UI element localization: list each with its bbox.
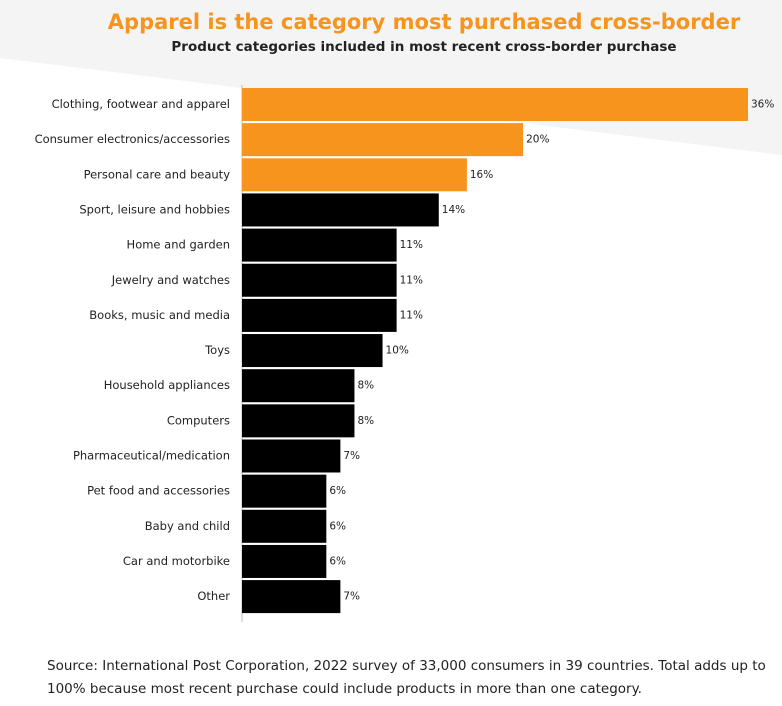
category-label: Other <box>197 589 230 603</box>
value-label: 6% <box>329 520 346 532</box>
bar <box>242 404 355 438</box>
chart-subtitle: Product categories included in most rece… <box>171 39 676 55</box>
value-label: 11% <box>400 309 423 321</box>
value-label: 11% <box>400 274 423 286</box>
category-label: Clothing, footwear and apparel <box>52 97 230 111</box>
bar <box>242 509 327 543</box>
value-label: 7% <box>343 450 360 462</box>
bar <box>242 228 397 262</box>
value-label: 20% <box>526 134 549 146</box>
bar <box>242 334 383 368</box>
bar <box>242 369 355 403</box>
source-note: Source: International Post Corporation, … <box>47 658 766 697</box>
category-label: Baby and child <box>145 519 230 533</box>
category-label: Pharmaceutical/medication <box>73 449 230 463</box>
category-label: Personal care and beauty <box>84 167 231 181</box>
bar <box>242 123 524 157</box>
value-label: 8% <box>357 415 374 427</box>
chart-title: Apparel is the category most purchased c… <box>108 10 741 34</box>
bar <box>242 88 748 121</box>
bar <box>242 298 397 332</box>
value-label: 8% <box>357 380 374 392</box>
category-label: Home and garden <box>127 238 230 252</box>
bar <box>242 263 397 297</box>
value-label: 14% <box>442 204 465 216</box>
category-label: Jewelry and watches <box>111 273 230 287</box>
value-label: 6% <box>329 555 346 567</box>
bar <box>242 158 467 192</box>
category-label: Sport, leisure and hobbies <box>79 202 230 216</box>
category-label: Consumer electronics/accessories <box>35 132 230 146</box>
bar <box>242 580 341 614</box>
bar <box>242 474 327 508</box>
category-label: Car and motorbike <box>123 554 230 568</box>
value-label: 36% <box>751 99 774 111</box>
category-label: Books, music and media <box>89 308 230 322</box>
value-label: 10% <box>386 345 409 357</box>
bar <box>242 193 439 227</box>
bar <box>242 439 341 473</box>
value-label: 11% <box>400 239 423 251</box>
category-label: Computers <box>167 413 230 427</box>
category-label: Toys <box>204 343 230 357</box>
value-label: 6% <box>329 485 346 497</box>
value-label: 16% <box>470 169 493 181</box>
category-label: Pet food and accessories <box>87 484 230 498</box>
value-label: 7% <box>343 591 360 603</box>
bar <box>242 544 327 578</box>
category-label: Household appliances <box>104 378 230 392</box>
